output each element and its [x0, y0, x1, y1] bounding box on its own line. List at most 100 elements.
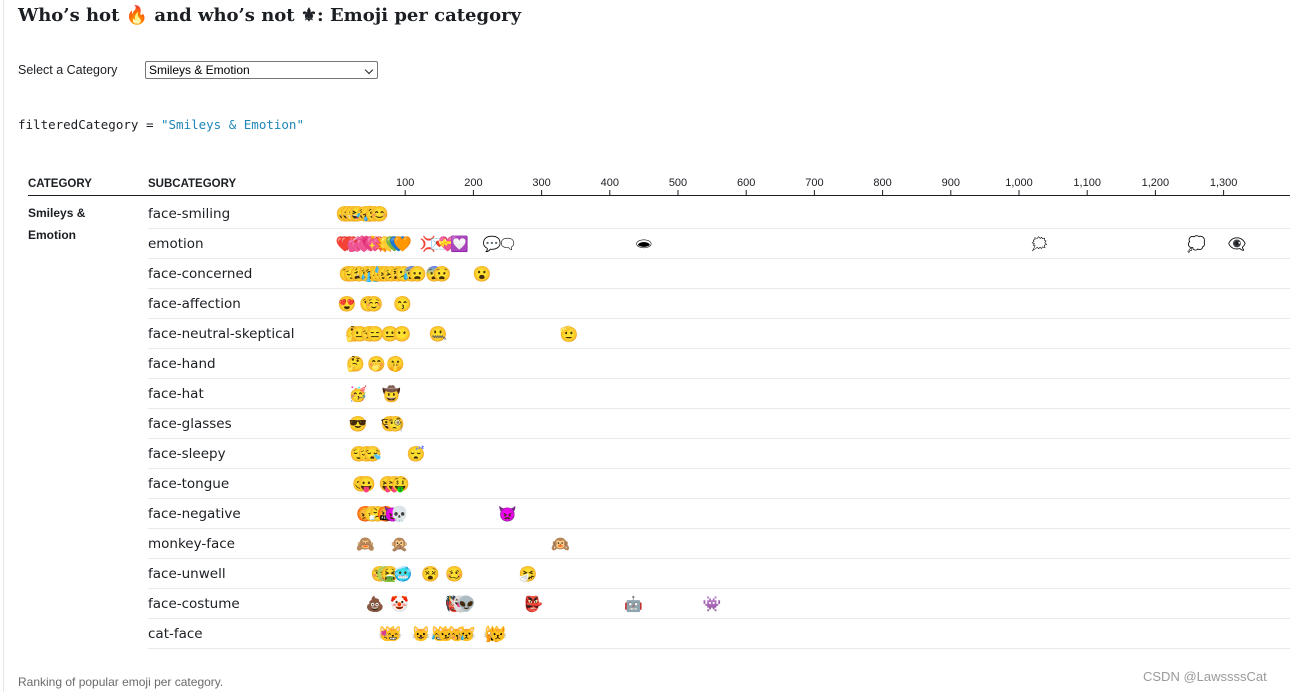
subcategory-row: face-hand 🤔 🤭 🤫: [148, 355, 1290, 379]
emoji-point: 👻: [450, 594, 469, 613]
emoji-point: 🗯: [1030, 236, 1049, 253]
emoji-point: 💖: [366, 235, 385, 253]
emoji-point: 😐: [351, 325, 370, 343]
emoji-point: 😫: [389, 265, 408, 283]
emoji-point: 😦: [408, 265, 427, 283]
subcategory-label: face-smiling: [148, 206, 230, 222]
emoji-point: 😕: [394, 265, 413, 283]
chart-caption: Ranking of popular emoji per category.: [18, 675, 224, 689]
emoji-point: 👾: [703, 596, 722, 613]
emoji-point: 😟: [339, 265, 358, 283]
emoji-point: 😣: [382, 265, 401, 283]
emoji-point: 🥴: [445, 565, 464, 583]
category-label: Smileys & Emotion: [28, 206, 86, 242]
emoji-point: 😺: [412, 625, 431, 643]
subcategory-label: face-hand: [148, 356, 216, 372]
emoji-point: 😠: [363, 505, 382, 523]
subcategory-row: face-affection 😍 😘☺️ 😙: [148, 295, 1290, 319]
emoji-point: 😉: [364, 205, 383, 223]
emoji-point: 💚: [385, 235, 404, 253]
emoji-point: 🤭: [367, 355, 386, 373]
emoji-point: 😤: [369, 505, 388, 523]
emoji-point: 😋: [352, 475, 371, 493]
emoji-rank-chart: CATEGORY SUBCATEGORY 100 200 300 400 500 600 7…: [28, 177, 1290, 649]
emoji-point: 💭: [1187, 234, 1206, 253]
x-tick-label: 1,200: [1142, 177, 1170, 189]
emoji-point: 😛: [357, 475, 376, 493]
emoji-point: 😿: [457, 626, 476, 643]
emoji-point: 😴: [407, 445, 426, 463]
emoji-point: 🫡: [560, 325, 579, 343]
emoji-point: 😨: [425, 265, 444, 283]
emoji-point: 🥳: [349, 384, 368, 403]
emoji-point: 👽: [457, 594, 476, 613]
emoji-point: 😁: [344, 205, 363, 223]
emoji-point: 🕳: [634, 236, 653, 253]
subcategory-label: monkey-face: [148, 536, 235, 552]
subcategory-row: emotion ❤️💔💕💞💓💗💖💘💥💛💚💙🧡 💢💌💝💟 💬🗨 🕳 🗯 💭 👁‍🗨: [148, 234, 1290, 259]
emoji-point: 😖: [377, 265, 396, 283]
emoji-point: 🤫: [386, 355, 405, 373]
emoji-point: ☺️: [364, 295, 383, 313]
emoji-point: 🤖: [624, 595, 643, 613]
emoji-point: 👺: [524, 594, 543, 613]
emoji-point: 😩: [349, 265, 368, 283]
emoji-point: 👹: [445, 594, 464, 613]
subcategory-label: face-hat: [148, 386, 204, 402]
subcategory-label: face-unwell: [148, 566, 226, 582]
emoji-point: 🗨: [498, 236, 517, 253]
emoji-point: 💥: [374, 235, 393, 253]
emoji-point: 💞: [351, 235, 370, 253]
emoji-point: 😌: [349, 445, 368, 463]
emoji-point: 😸: [384, 625, 403, 643]
emoji-point: 😽: [448, 625, 467, 643]
emoji-point: 🤐: [429, 325, 448, 343]
fleur-de-lis-icon: ⚜: [300, 5, 318, 26]
emoji-point: 😻: [378, 625, 397, 643]
page-title: Who’s hot 🔥 and who’s not ⚜: Emoji per c…: [18, 5, 521, 26]
x-tick-label: 100: [396, 177, 414, 189]
emoji-point: 💢: [420, 235, 439, 253]
x-tick-label: 1,300: [1210, 177, 1238, 189]
emoji-point: 🤑: [391, 475, 410, 493]
code-variable: filteredCategory: [18, 117, 139, 132]
emoji-point: 🧡: [393, 235, 412, 253]
emoji-point: 😵: [421, 565, 440, 583]
emoji-point: 😂: [356, 205, 375, 223]
left-border: [3, 0, 4, 692]
emoji-point: 😔: [358, 445, 377, 463]
subcategory-row: face-sleepy 😌😔😪 😴: [148, 445, 1290, 469]
emoji-point: 😆: [348, 205, 367, 223]
chevron-down-icon: [364, 65, 374, 75]
emoji-point: 💩: [366, 595, 385, 613]
emoji-point: 😞: [369, 265, 388, 283]
x-tick-label: 800: [873, 177, 891, 189]
subcategory-label: face-glasses: [148, 416, 232, 432]
watermark: CSDN @LawssssCat: [1143, 669, 1267, 684]
emoji-point: 💓: [355, 235, 374, 253]
emoji-point: 😾: [489, 625, 508, 643]
x-tick-label: 600: [737, 177, 755, 189]
x-tick-label: 200: [464, 177, 482, 189]
emoji-point: 🥶: [394, 564, 413, 583]
emoji-point: 😭: [363, 265, 382, 283]
emoji-point: 😈: [384, 505, 403, 523]
x-tick-label: 700: [805, 177, 823, 189]
emoji-point: 🤧: [519, 565, 538, 583]
emoji-point: 😓: [373, 265, 392, 283]
category-select-label: Select a Category: [18, 63, 118, 77]
emoji-point: 🤡: [390, 595, 409, 613]
x-tick-label: 1,000: [1005, 177, 1033, 189]
title-text-a: Who’s hot: [18, 5, 126, 26]
emoji-point: 👿: [498, 505, 517, 523]
emoji-point: 🙈: [356, 536, 375, 553]
emoji-point: 😙: [393, 295, 412, 313]
emoji-point: 😎: [349, 415, 368, 433]
emoji-point: 😊: [370, 205, 389, 223]
category-select[interactable]: Smileys & Emotion: [145, 61, 378, 79]
emoji-point: 💟: [450, 235, 469, 253]
emoji-point: 🤢: [376, 565, 395, 583]
emoji-point: 😹: [431, 625, 450, 643]
emoji-point: 🤠: [382, 384, 401, 403]
subcategory-label: face-neutral-skeptical: [148, 326, 295, 342]
